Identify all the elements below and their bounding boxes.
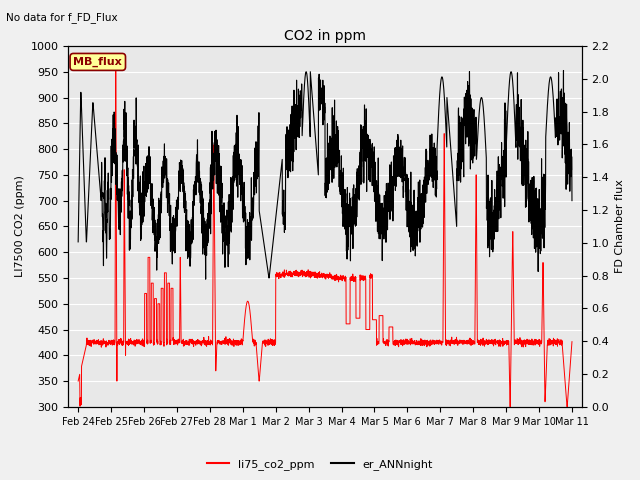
Y-axis label: LI7500 CO2 (ppm): LI7500 CO2 (ppm) (15, 176, 25, 277)
Text: MB_flux: MB_flux (74, 57, 122, 67)
Y-axis label: FD Chamber flux: FD Chamber flux (615, 180, 625, 273)
Title: CO2 in ppm: CO2 in ppm (284, 29, 366, 43)
Text: No data for f_FD_Flux: No data for f_FD_Flux (6, 12, 118, 23)
Legend: li75_co2_ppm, er_ANNnight: li75_co2_ppm, er_ANNnight (203, 455, 437, 474)
